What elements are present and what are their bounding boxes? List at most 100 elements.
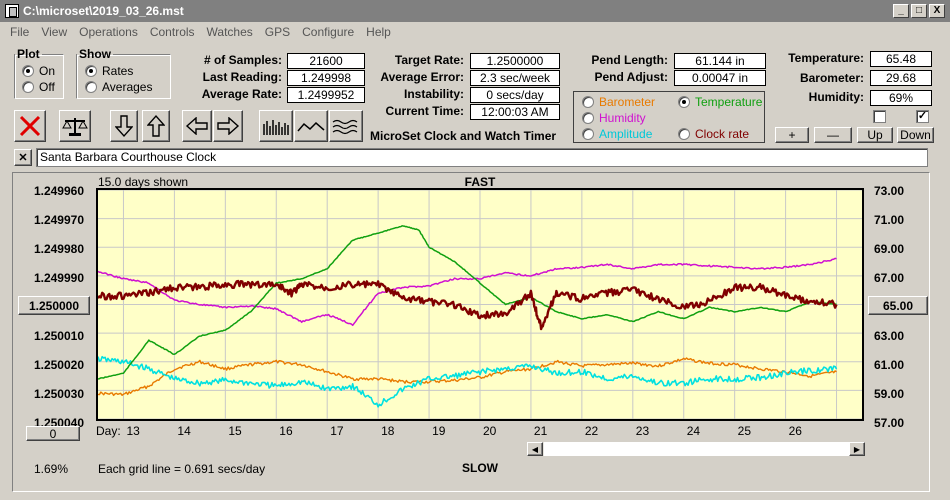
humidity-label: Humidity: [599, 111, 646, 125]
line-graph-icon: [297, 121, 325, 132]
scroll-right-button[interactable]: [213, 110, 243, 142]
instability-value: 0 secs/day: [470, 87, 560, 103]
plot-on-radio[interactable]: On: [22, 63, 55, 79]
barometer-label: Barometer:: [799, 71, 864, 85]
chart-svg: [98, 190, 862, 419]
slow-label: SLOW: [462, 461, 498, 475]
samples-value: 21600: [287, 53, 365, 69]
show-averages-radio[interactable]: Averages: [85, 79, 152, 95]
wave-graph-button[interactable]: [329, 110, 363, 142]
scrollbar-thumb[interactable]: [544, 442, 849, 456]
last-reading-label: Last Reading:: [202, 70, 282, 84]
left-tick-label: 1.250010: [33, 329, 84, 343]
scroll-right-arrow-icon[interactable]: ▶: [849, 442, 865, 456]
left-tick-label: 1.249960: [33, 184, 84, 198]
day-tick-label: 14: [177, 424, 191, 438]
radio-icon: [582, 112, 594, 124]
day-tick-label: 18: [381, 424, 395, 438]
close-window-button[interactable]: X: [929, 4, 945, 18]
app-name: MicroSet Clock and Watch Timer: [370, 129, 557, 143]
samples-label: # of Samples:: [203, 53, 282, 67]
window-title: C:\microset\2019_03_26.mst: [23, 4, 184, 18]
pend-length-label: Pend Length:: [591, 53, 668, 67]
temperature-label: Temperature: [695, 95, 763, 109]
day-tick-label: 17: [330, 424, 344, 438]
scale-minus-button[interactable]: —: [814, 127, 852, 143]
temperature-label: Temperature:: [788, 51, 864, 65]
balance-button[interactable]: [59, 110, 91, 142]
target-rate-value[interactable]: 1.2500000: [470, 53, 560, 69]
series-clock-rate-line: [98, 279, 838, 331]
left-tick-label: 1.250030: [33, 387, 84, 401]
menu-help[interactable]: Help: [366, 25, 391, 39]
bar-graph-icon: [263, 120, 289, 135]
series-amplitude-line: [98, 355, 838, 408]
day-tick-label: 19: [432, 424, 446, 438]
clear-watch-button[interactable]: ✕: [14, 149, 32, 166]
scroll-left-arrow-icon[interactable]: ◀: [527, 442, 543, 456]
left-checkbox[interactable]: [873, 110, 886, 123]
right-tick-label: 63.00: [874, 329, 905, 343]
arrow-up-icon: [147, 114, 165, 137]
scale-up-button[interactable]: Up: [857, 127, 893, 143]
sensor-clockrate-radio[interactable]: Clock rate: [678, 126, 749, 142]
scale-down-button[interactable]: Down: [897, 127, 934, 143]
plot-group: Plot: [14, 47, 64, 99]
humidity-label: Humidity:: [808, 90, 864, 104]
horizontal-scrollbar[interactable]: ◀ ▶: [526, 441, 866, 457]
stop-button[interactable]: [14, 110, 46, 142]
menu-operations[interactable]: Operations: [79, 25, 138, 39]
temperature-zero-button[interactable]: 65.00: [868, 296, 928, 315]
day-tick-label: 21: [533, 424, 548, 438]
menu-gps[interactable]: GPS: [264, 25, 291, 39]
menu-configure[interactable]: Configure: [302, 25, 355, 39]
scroll-up-button[interactable]: [142, 110, 170, 142]
left-tick-label: 1.249980: [33, 242, 84, 256]
target-rate-label: Target Rate:: [394, 53, 464, 67]
sensor-temperature-radio[interactable]: Temperature: [678, 94, 762, 110]
day-tick-label: 15: [228, 424, 242, 438]
barometer-label: Barometer: [599, 95, 656, 109]
scale-plus-button[interactable]: +: [775, 127, 809, 143]
fast-label: FAST: [464, 175, 496, 189]
average-error-value: 2.3 sec/week: [470, 70, 560, 86]
day-tick-label: 20: [483, 424, 497, 438]
wave-graph-icon: [332, 119, 358, 135]
plot-off-radio[interactable]: Off: [22, 79, 55, 95]
amplitude-label: Amplitude: [599, 127, 653, 141]
arrow-down-icon: [115, 115, 133, 138]
minimize-button[interactable]: _: [893, 4, 909, 18]
bar-graph-button[interactable]: [259, 110, 293, 142]
watch-name-input[interactable]: Santa Barbara Courthouse Clock: [36, 148, 928, 167]
menu-controls[interactable]: Controls: [149, 25, 195, 39]
left-tick-label: 1.249970: [33, 213, 84, 227]
day-tick-label: 24: [686, 424, 701, 438]
line-graph-button[interactable]: [294, 110, 328, 142]
show-rates-radio[interactable]: Rates: [85, 63, 133, 79]
graph-panel: [12, 172, 930, 492]
sensor-barometer-radio[interactable]: Barometer: [582, 94, 655, 110]
maximize-button[interactable]: □: [911, 4, 927, 18]
menu-view[interactable]: View: [41, 25, 68, 39]
menu-file[interactable]: File: [10, 25, 30, 39]
pend-length-value: 61.144 in: [674, 53, 766, 69]
radio-icon: [582, 128, 594, 140]
scale-balance-icon: [62, 118, 88, 136]
plot-off-label: Off: [39, 80, 55, 94]
zero-button[interactable]: 0: [26, 426, 80, 441]
radio-selected-icon: [678, 96, 690, 108]
zero-rate-button[interactable]: 1.250000: [18, 296, 90, 315]
menu-watches[interactable]: Watches: [206, 25, 253, 39]
day-tick-label: 25: [737, 424, 752, 438]
series-temperature-line: [98, 225, 837, 380]
scroll-down-button[interactable]: [110, 110, 138, 142]
last-reading-value: 1.249998: [287, 70, 365, 86]
current-time-label: Current Time:: [385, 104, 464, 118]
day-tick-label: 22: [584, 424, 599, 438]
pend-adjust-value: 0.00047 in: [674, 70, 766, 86]
sensor-humidity-radio[interactable]: Humidity: [582, 110, 646, 126]
scroll-left-button[interactable]: [182, 110, 212, 142]
sensor-amplitude-radio[interactable]: Amplitude: [582, 126, 652, 142]
right-checkbox[interactable]: ✓: [916, 110, 929, 123]
plot-area[interactable]: [96, 188, 864, 421]
